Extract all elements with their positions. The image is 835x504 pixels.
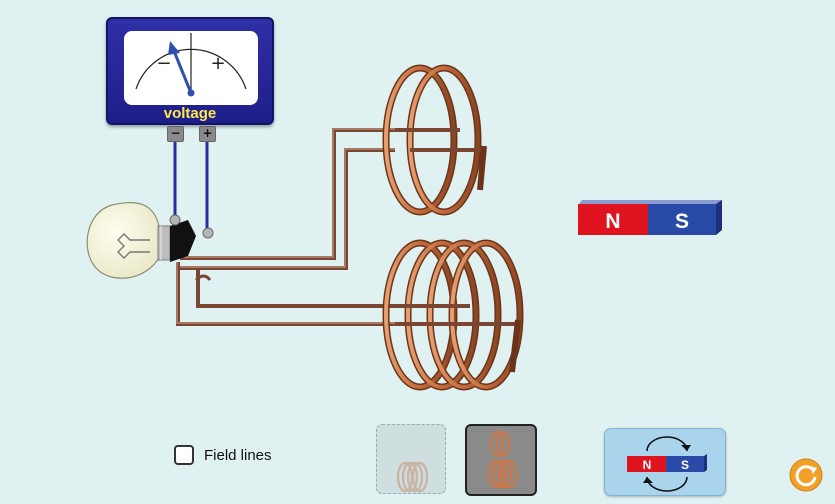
circuit-wires bbox=[176, 128, 395, 326]
light-bulb-icon bbox=[86, 202, 214, 279]
flip-south-label: S bbox=[681, 458, 689, 472]
lower-coil bbox=[382, 239, 524, 391]
flip-arrows-icon: N S bbox=[627, 436, 707, 492]
meter-needle bbox=[172, 50, 193, 94]
meter-minus-sign: − bbox=[156, 53, 171, 74]
upper-coil bbox=[382, 64, 487, 216]
magnet-south-label: S bbox=[675, 210, 689, 233]
field-lines-checkbox[interactable] bbox=[174, 445, 194, 465]
flip-magnet-button[interactable]: N S bbox=[604, 428, 726, 496]
reset-icon bbox=[789, 458, 823, 492]
both-coils-icon bbox=[487, 430, 518, 489]
voltmeter-label: voltage bbox=[163, 105, 217, 122]
positive-terminal: + bbox=[199, 126, 216, 142]
small-coil-icon bbox=[396, 461, 429, 493]
reset-button[interactable] bbox=[789, 458, 823, 492]
voltmeter-leads bbox=[173, 140, 209, 228]
voltmeter: − + voltage bbox=[106, 17, 274, 125]
magnet-north-label: N bbox=[605, 210, 620, 233]
small-coil-option-button[interactable] bbox=[376, 424, 446, 494]
field-lines-label: Field lines bbox=[204, 447, 272, 464]
bar-magnet[interactable]: N S bbox=[578, 200, 722, 235]
both-coils-option-button[interactable] bbox=[465, 424, 537, 496]
meter-plus-sign: + bbox=[210, 53, 225, 74]
meter-dial: − + bbox=[124, 31, 258, 105]
flip-north-label: N bbox=[643, 458, 652, 472]
negative-terminal: − bbox=[167, 126, 184, 142]
